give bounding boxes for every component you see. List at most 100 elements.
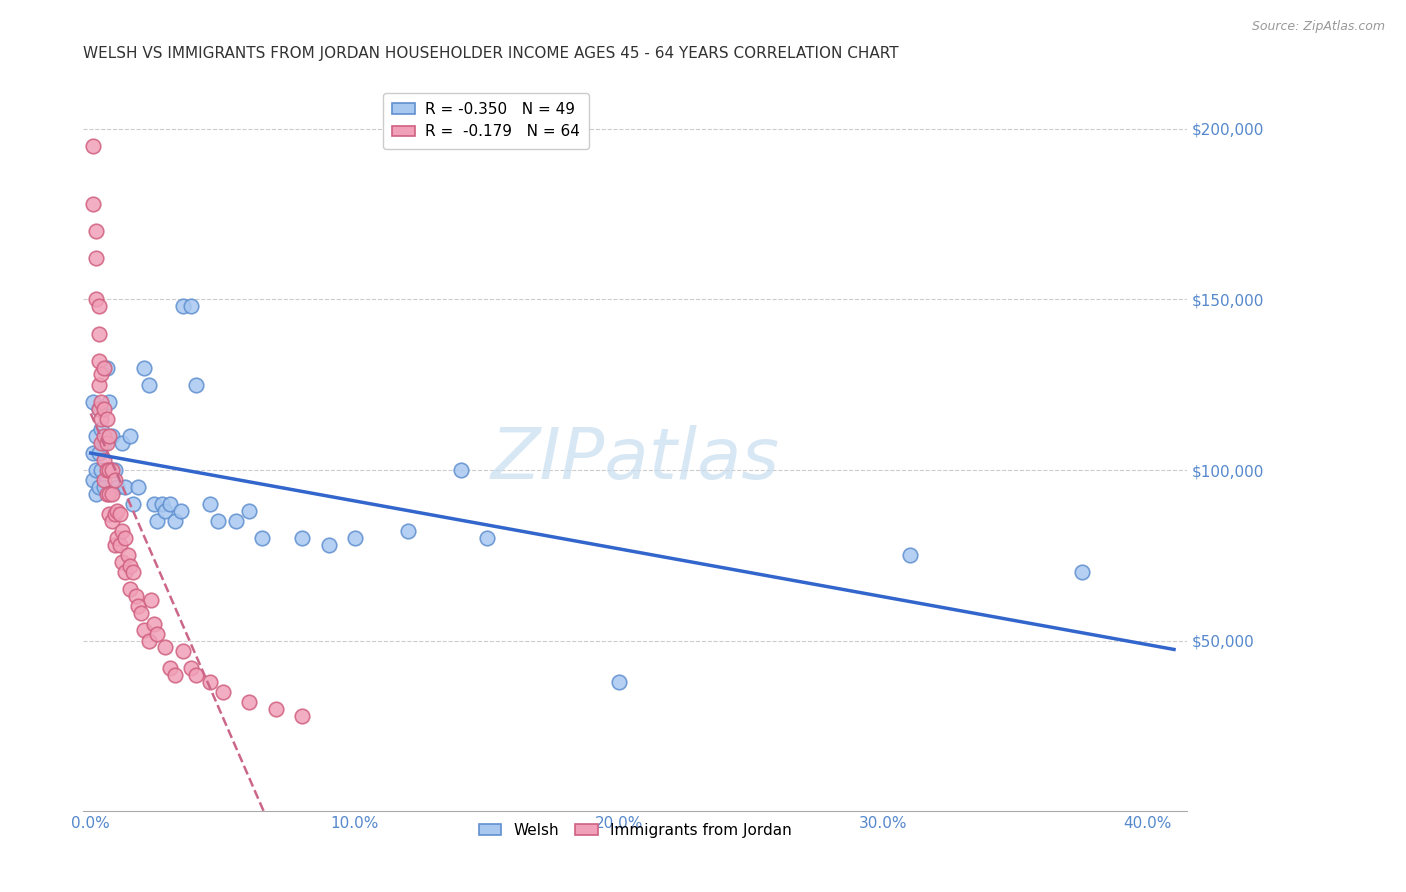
- Point: [103, 463, 125, 477]
- Legend: Welsh, Immigrants from Jordan: Welsh, Immigrants from Jordan: [472, 817, 797, 844]
- Point: [120, 429, 142, 443]
- Point: [82, 394, 104, 409]
- Point: [87, 401, 110, 416]
- Text: Source: ZipAtlas.com: Source: ZipAtlas.com: [1251, 20, 1385, 33]
- Point: [146, 514, 169, 528]
- Point: [198, 674, 221, 689]
- Point: [84, 252, 107, 266]
- Point: [264, 702, 287, 716]
- Point: [82, 197, 104, 211]
- Point: [93, 480, 115, 494]
- Point: [90, 394, 112, 409]
- Point: [186, 667, 208, 681]
- Point: [396, 524, 419, 539]
- Point: [132, 624, 155, 638]
- Point: [103, 473, 125, 487]
- Point: [450, 463, 472, 477]
- Point: [101, 463, 124, 477]
- Point: [84, 224, 107, 238]
- Point: [172, 644, 194, 658]
- Point: [186, 377, 208, 392]
- Point: [238, 695, 260, 709]
- Point: [90, 422, 112, 436]
- Point: [87, 354, 110, 368]
- Point: [84, 463, 107, 477]
- Point: [114, 566, 136, 580]
- Point: [87, 446, 110, 460]
- Point: [122, 497, 145, 511]
- Point: [93, 473, 115, 487]
- Point: [238, 504, 260, 518]
- Point: [82, 473, 104, 487]
- Point: [225, 514, 247, 528]
- Point: [153, 504, 176, 518]
- Point: [165, 667, 187, 681]
- Point: [153, 640, 176, 655]
- Point: [207, 514, 229, 528]
- Point: [114, 480, 136, 494]
- Point: [105, 480, 128, 494]
- Point: [122, 566, 145, 580]
- Point: [172, 299, 194, 313]
- Point: [93, 429, 115, 443]
- Point: [90, 435, 112, 450]
- Point: [98, 463, 121, 477]
- Point: [90, 368, 112, 382]
- Point: [108, 508, 131, 522]
- Point: [143, 497, 166, 511]
- Point: [93, 401, 115, 416]
- Text: WELSH VS IMMIGRANTS FROM JORDAN HOUSEHOLDER INCOME AGES 45 - 64 YEARS CORRELATIO: WELSH VS IMMIGRANTS FROM JORDAN HOUSEHOL…: [83, 46, 898, 62]
- Point: [93, 360, 115, 375]
- Point: [96, 360, 118, 375]
- Point: [96, 435, 118, 450]
- Point: [84, 429, 107, 443]
- Point: [180, 299, 202, 313]
- Point: [90, 412, 112, 426]
- Point: [111, 435, 134, 450]
- Point: [84, 487, 107, 501]
- Point: [101, 514, 124, 528]
- Point: [98, 508, 121, 522]
- Text: ZIPatlas: ZIPatlas: [491, 425, 779, 493]
- Point: [129, 607, 152, 621]
- Point: [120, 558, 142, 573]
- Point: [198, 497, 221, 511]
- Point: [169, 504, 191, 518]
- Point: [117, 549, 139, 563]
- Point: [105, 531, 128, 545]
- Point: [138, 377, 160, 392]
- Point: [120, 582, 142, 597]
- Point: [84, 293, 107, 307]
- Point: [138, 633, 160, 648]
- Point: [180, 661, 202, 675]
- Point: [111, 555, 134, 569]
- Point: [159, 661, 181, 675]
- Point: [1070, 566, 1092, 580]
- Point: [108, 538, 131, 552]
- Point: [124, 589, 146, 603]
- Point: [291, 708, 314, 723]
- Point: [318, 538, 340, 552]
- Point: [101, 429, 124, 443]
- Point: [132, 360, 155, 375]
- Point: [93, 435, 115, 450]
- Point: [159, 497, 181, 511]
- Point: [96, 412, 118, 426]
- Point: [127, 599, 149, 614]
- Point: [150, 497, 173, 511]
- Point: [103, 508, 125, 522]
- Point: [475, 531, 498, 545]
- Point: [87, 326, 110, 341]
- Point: [146, 627, 169, 641]
- Point: [898, 549, 921, 563]
- Point: [111, 524, 134, 539]
- Point: [82, 139, 104, 153]
- Point: [105, 504, 128, 518]
- Point: [82, 446, 104, 460]
- Point: [114, 531, 136, 545]
- Point: [87, 480, 110, 494]
- Point: [87, 299, 110, 313]
- Point: [98, 429, 121, 443]
- Point: [143, 616, 166, 631]
- Point: [141, 592, 163, 607]
